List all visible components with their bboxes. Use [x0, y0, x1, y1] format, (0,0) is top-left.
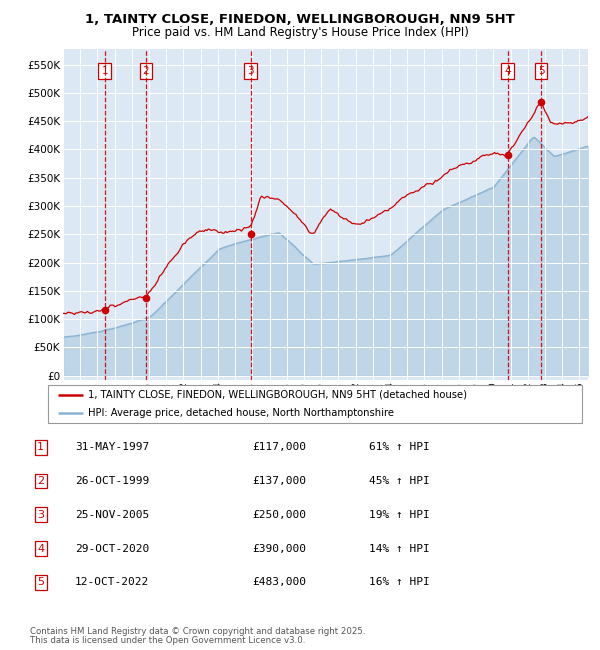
Text: Price paid vs. HM Land Registry's House Price Index (HPI): Price paid vs. HM Land Registry's House … — [131, 26, 469, 39]
Text: 3: 3 — [37, 510, 44, 520]
Text: 1, TAINTY CLOSE, FINEDON, WELLINGBOROUGH, NN9 5HT: 1, TAINTY CLOSE, FINEDON, WELLINGBOROUGH… — [85, 13, 515, 26]
Text: 16% ↑ HPI: 16% ↑ HPI — [369, 577, 430, 588]
Text: £117,000: £117,000 — [252, 442, 306, 452]
Text: £483,000: £483,000 — [252, 577, 306, 588]
Text: HPI: Average price, detached house, North Northamptonshire: HPI: Average price, detached house, Nort… — [88, 408, 394, 418]
Text: 61% ↑ HPI: 61% ↑ HPI — [369, 442, 430, 452]
Text: 12-OCT-2022: 12-OCT-2022 — [75, 577, 149, 588]
Text: 4: 4 — [37, 543, 44, 554]
Text: 45% ↑ HPI: 45% ↑ HPI — [369, 476, 430, 486]
Text: 2: 2 — [143, 66, 149, 77]
Text: 25-NOV-2005: 25-NOV-2005 — [75, 510, 149, 520]
Text: 19% ↑ HPI: 19% ↑ HPI — [369, 510, 430, 520]
Text: 3: 3 — [247, 66, 254, 77]
Text: 31-MAY-1997: 31-MAY-1997 — [75, 442, 149, 452]
Text: 5: 5 — [37, 577, 44, 588]
Text: 1, TAINTY CLOSE, FINEDON, WELLINGBOROUGH, NN9 5HT (detached house): 1, TAINTY CLOSE, FINEDON, WELLINGBOROUGH… — [88, 389, 467, 400]
Text: £390,000: £390,000 — [252, 543, 306, 554]
Text: 5: 5 — [538, 66, 544, 77]
Text: £137,000: £137,000 — [252, 476, 306, 486]
Text: £250,000: £250,000 — [252, 510, 306, 520]
Text: 29-OCT-2020: 29-OCT-2020 — [75, 543, 149, 554]
Text: 4: 4 — [505, 66, 511, 77]
Text: 26-OCT-1999: 26-OCT-1999 — [75, 476, 149, 486]
Text: 1: 1 — [37, 442, 44, 452]
Text: 1: 1 — [101, 66, 108, 77]
Text: 2: 2 — [37, 476, 44, 486]
Text: Contains HM Land Registry data © Crown copyright and database right 2025.: Contains HM Land Registry data © Crown c… — [30, 627, 365, 636]
Text: This data is licensed under the Open Government Licence v3.0.: This data is licensed under the Open Gov… — [30, 636, 305, 645]
Text: 14% ↑ HPI: 14% ↑ HPI — [369, 543, 430, 554]
